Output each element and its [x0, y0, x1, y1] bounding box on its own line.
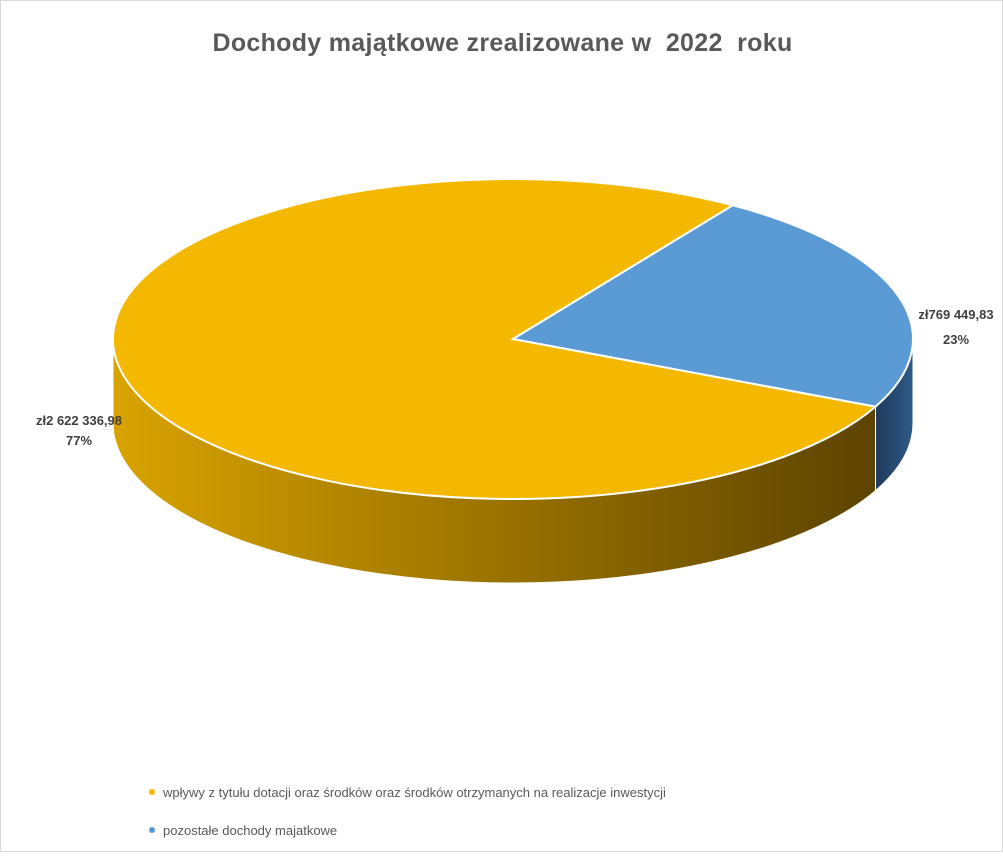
pie-slice-0: [112, 177, 878, 500]
legend-marker-1: [149, 827, 155, 833]
chart-title: Dochody majątkowe zrealizowane w 2022 ro…: [212, 29, 793, 57]
data-label-value-0: zł2 622 336,98: [36, 413, 122, 428]
data-label-value-1: zł769 449,83: [918, 307, 993, 322]
chart-legend: wpływy z tytułu dotacji oraz środków ora…: [149, 783, 666, 859]
data-label-percent-1: 23%: [943, 332, 969, 347]
legend-item-1: pozostałe dochody majatkowe: [149, 821, 666, 839]
data-label-percent-0: 77%: [66, 433, 92, 448]
legend-marker-0: [149, 789, 155, 795]
pie-slice-1: [510, 204, 914, 408]
legend-item-0: wpływy z tytułu dotacji oraz środków ora…: [149, 783, 666, 801]
legend-label-0: wpływy z tytułu dotacji oraz środków ora…: [163, 784, 666, 800]
legend-label-1: pozostałe dochody majatkowe: [163, 822, 338, 838]
